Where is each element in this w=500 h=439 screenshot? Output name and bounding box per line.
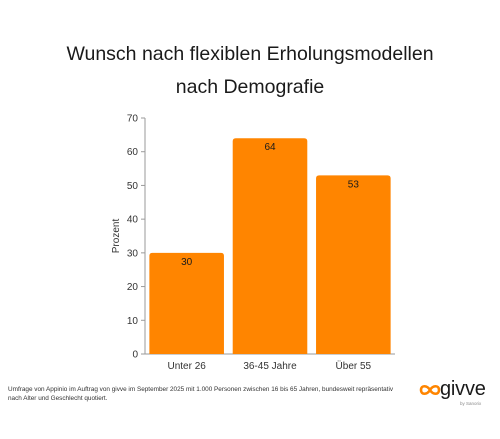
y-tick-label: 20	[127, 282, 139, 293]
x-tick-label: Über 55	[336, 360, 372, 372]
y-axis-label: Prozent	[111, 219, 122, 254]
x-tick-label: 36-45 Jahre	[243, 361, 297, 372]
bar-data-label: 53	[348, 179, 360, 190]
bar-data-label: 30	[181, 257, 193, 268]
chart-labels: 30 Unter 26 64 36-45 Jahre 53 Über 55	[167, 142, 371, 372]
footnote-source: Umfrage von Appinio im Auftrag von givve…	[8, 386, 394, 402]
bar-36-45-jahre	[232, 138, 308, 354]
bar--ber-55	[316, 175, 391, 354]
y-tick-label: 70	[127, 114, 139, 125]
chart-title-line: nach Demografie	[176, 76, 325, 98]
chart-title-line: Wunsch nach flexiblen Erholungsmodellen	[66, 43, 433, 65]
infinity-logo-icon	[419, 384, 441, 396]
givve-logo: givve by Sanorix	[416, 378, 496, 408]
logo-subtitle: by Sanorix	[460, 401, 482, 406]
y-tick-label: 60	[127, 147, 139, 158]
chart-bars	[149, 138, 391, 354]
bar-unter-26	[149, 252, 224, 354]
chart-title: Wunsch nach flexiblen Erholungsmodellen n…	[66, 43, 433, 98]
y-tick-label: 0	[132, 350, 138, 361]
y-tick-label: 50	[127, 181, 139, 192]
logo-wordmark: givve	[440, 378, 486, 400]
y-tick-label: 10	[127, 316, 139, 327]
x-tick-label: Unter 26	[167, 361, 206, 372]
y-tick-label: 40	[127, 215, 139, 226]
y-tick-label: 30	[127, 248, 139, 259]
bar-data-label: 64	[264, 142, 276, 153]
